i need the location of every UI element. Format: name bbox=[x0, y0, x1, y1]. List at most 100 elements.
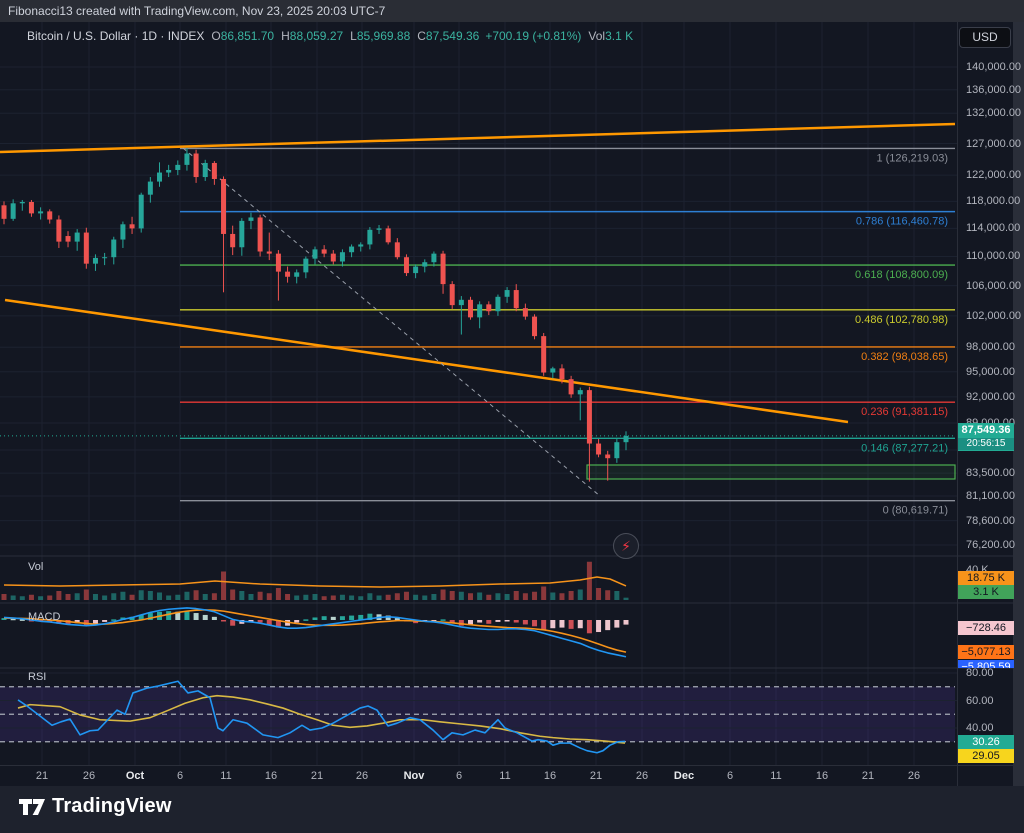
volume-bar bbox=[74, 593, 80, 600]
fib-label: 0.382 (98,038.65) bbox=[861, 351, 948, 363]
time-axis-label: 16 bbox=[264, 770, 278, 782]
volume-value: 3.1 K bbox=[605, 29, 634, 43]
candle-body bbox=[367, 229, 373, 245]
macd-hist-bar bbox=[221, 620, 227, 622]
rsi-axis-label: 60.00 bbox=[966, 694, 994, 707]
candle-body bbox=[193, 153, 199, 178]
volume-bar bbox=[623, 597, 629, 600]
candle-body bbox=[413, 266, 419, 274]
price-axis-label: 136,000.00 bbox=[966, 83, 1022, 96]
open-value: 86,851.70 bbox=[220, 29, 275, 43]
macd-hist-bar bbox=[458, 620, 464, 626]
macd-hist-bar bbox=[349, 615, 355, 620]
macd-hist-bar bbox=[74, 620, 80, 624]
macd-hist-bar bbox=[339, 616, 345, 620]
macd-hist-bar bbox=[266, 620, 272, 626]
volume-bar bbox=[440, 589, 446, 600]
time-axis-label: 21 bbox=[861, 770, 875, 782]
volume-bar bbox=[303, 594, 309, 600]
price-axis-label: 102,000.00 bbox=[966, 309, 1022, 322]
volume-bar bbox=[330, 595, 336, 600]
macd-pane-label[interactable]: MACD bbox=[28, 611, 61, 623]
price-axis-label: 118,000.00 bbox=[966, 195, 1021, 208]
volume-bar bbox=[138, 590, 144, 600]
macd-hist-bar bbox=[202, 614, 208, 620]
macd-hist-bar bbox=[477, 620, 483, 623]
candle-body bbox=[349, 246, 355, 253]
volume-bar bbox=[257, 591, 263, 600]
rsi-pane-label[interactable]: RSI bbox=[28, 671, 47, 683]
attribution-text: Fibonacci13 created with TradingView.com… bbox=[8, 4, 386, 18]
high-label: H bbox=[281, 29, 290, 43]
candle-body bbox=[495, 296, 501, 312]
macd-hist-bar bbox=[358, 614, 364, 620]
candle-body bbox=[477, 304, 483, 318]
time-axis-label: 21 bbox=[589, 770, 603, 782]
time-axis-label: 26 bbox=[907, 770, 921, 782]
volume-bar bbox=[321, 596, 327, 600]
macd-signal-tag: −5,077.13 bbox=[958, 645, 1014, 659]
volume-bar bbox=[56, 591, 62, 600]
close-label: C bbox=[417, 29, 426, 43]
candle-body bbox=[339, 252, 345, 262]
volume-bar bbox=[477, 592, 483, 600]
volume-bar bbox=[376, 595, 382, 600]
tradingview-logo[interactable]: TradingView bbox=[18, 795, 172, 818]
macd-hist-bar bbox=[10, 618, 16, 621]
macd-hist-bar bbox=[92, 620, 98, 624]
time-axis-label: 16 bbox=[815, 770, 829, 782]
close-value: 87,549.36 bbox=[425, 29, 480, 43]
price-axis-label: 110,000.00 bbox=[966, 250, 1021, 263]
candle-body bbox=[385, 228, 391, 243]
macd-hist-bar bbox=[550, 620, 556, 629]
open-label: O bbox=[211, 29, 221, 43]
currency-toggle-button[interactable]: USD bbox=[959, 27, 1011, 48]
macd-hist-bar bbox=[47, 620, 53, 622]
candle-body bbox=[596, 443, 602, 455]
candle-body bbox=[522, 308, 528, 317]
price-axis[interactable]: 87,549.36 20:56:15 40 K 18.75 K 3.1 K −7… bbox=[957, 22, 1021, 765]
volume-bar bbox=[38, 596, 44, 600]
volume-bar bbox=[486, 594, 492, 600]
macd-hist-bar bbox=[467, 620, 473, 625]
downtrend-dashed bbox=[182, 147, 601, 497]
time-axis-label: 26 bbox=[635, 770, 649, 782]
support-box bbox=[586, 464, 956, 480]
chart-frame: 1 (126,219.03) 0.786 (116,460.78) 0.618 (1… bbox=[0, 22, 1021, 786]
rsi-axis-label: 80.00 bbox=[966, 667, 994, 679]
volume-bar bbox=[266, 593, 272, 600]
chart-canvas[interactable]: 1 (126,219.03) 0.786 (116,460.78) 0.618 (1… bbox=[0, 22, 1013, 765]
macd-hist-bar bbox=[605, 620, 611, 631]
macd-hist-bar bbox=[577, 620, 583, 629]
volume-bar bbox=[431, 594, 437, 600]
macd-hist-bar bbox=[303, 619, 309, 621]
volume-bar bbox=[394, 593, 400, 600]
rsi-ma-line bbox=[17, 694, 626, 744]
candle-body bbox=[275, 253, 281, 272]
candle-body bbox=[330, 253, 336, 262]
volume-bar bbox=[147, 591, 153, 600]
volume-pane-label[interactable]: Vol bbox=[28, 561, 44, 573]
candle-body bbox=[440, 253, 446, 285]
time-axis-label: Dec bbox=[673, 770, 695, 782]
time-axis[interactable]: 21 26 Oct 6 11 16 21 26 Nov 6 11 16 21 26 Dec 6 11 16 21 26 bbox=[0, 765, 957, 786]
macd-hist-bar bbox=[230, 620, 236, 626]
symbol-legend[interactable]: Bitcoin / U.S. Dollar · 1D · INDEX O86,85… bbox=[27, 29, 633, 43]
price-axis-label: 106,000.00 bbox=[966, 279, 1022, 292]
volume-bar bbox=[47, 595, 53, 600]
volume-bar bbox=[184, 591, 190, 600]
candle-body bbox=[431, 253, 437, 263]
replay-compass-icon[interactable]: ⚡ bbox=[613, 533, 639, 559]
scrollbar-strip[interactable] bbox=[1013, 22, 1024, 786]
volume-bar bbox=[504, 594, 510, 600]
symbol-title[interactable]: Bitcoin / U.S. Dollar · 1D · INDEX bbox=[27, 29, 205, 43]
macd-hist-bar bbox=[596, 620, 602, 633]
candle-body bbox=[550, 368, 556, 373]
current-price-value: 87,549.36 bbox=[961, 424, 1011, 436]
macd-hist-bar bbox=[147, 613, 153, 620]
candle-body bbox=[394, 242, 400, 258]
macd-hist-bar bbox=[193, 613, 199, 620]
time-axis-label: 21 bbox=[35, 770, 49, 782]
candle-body bbox=[1, 205, 7, 219]
candle-body bbox=[47, 211, 53, 220]
